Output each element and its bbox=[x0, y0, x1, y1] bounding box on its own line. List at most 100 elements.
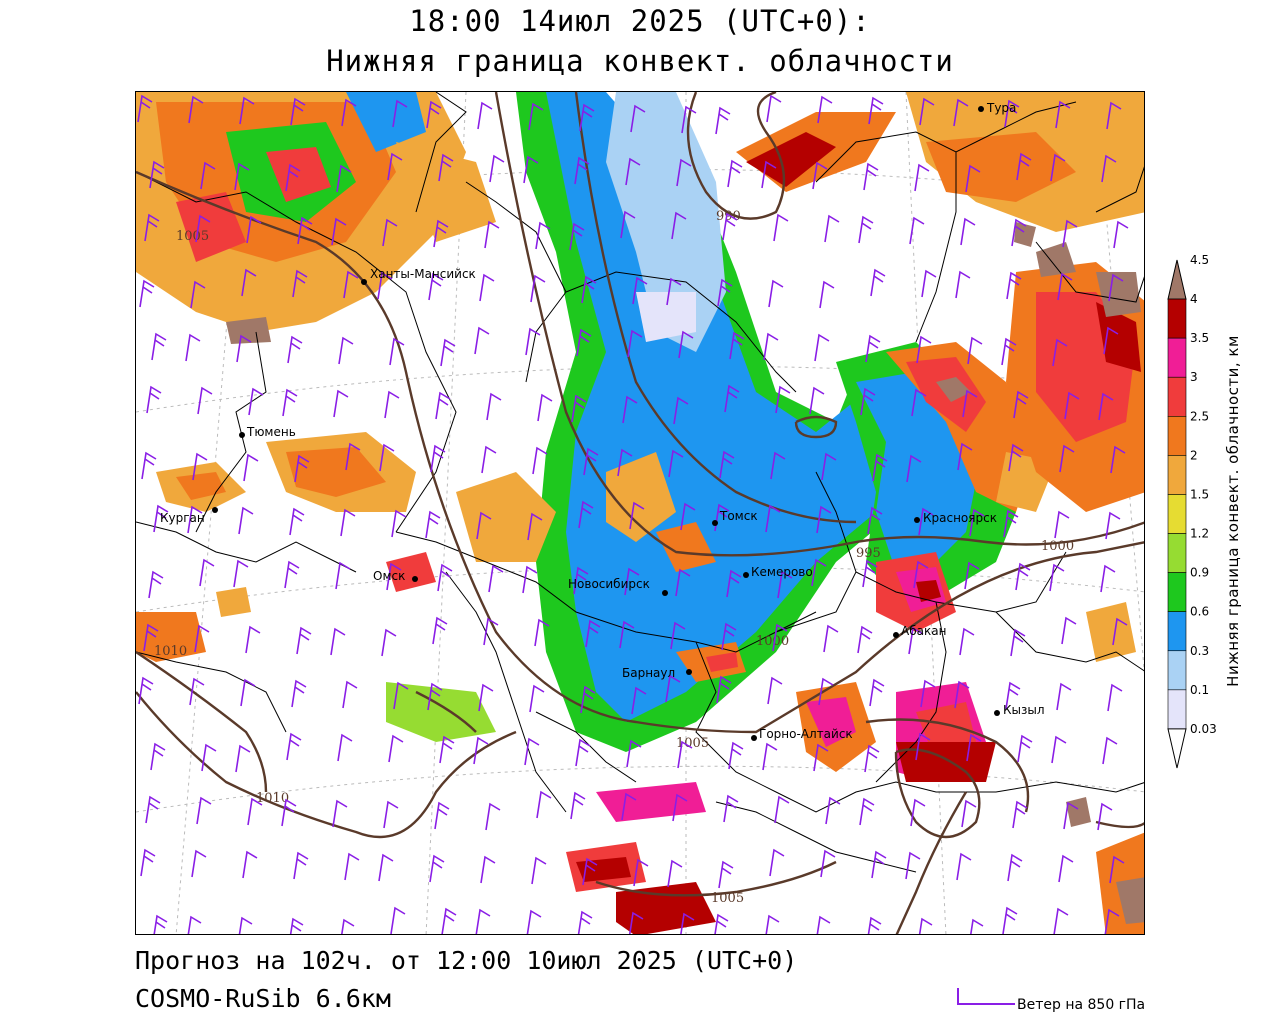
wind-barb bbox=[718, 860, 734, 889]
wind-barb bbox=[580, 685, 596, 714]
wind-barb bbox=[287, 335, 303, 364]
wind-barb bbox=[1056, 682, 1072, 711]
wind-barb bbox=[627, 329, 643, 358]
wind-barb bbox=[681, 105, 697, 134]
wind-barb bbox=[484, 220, 500, 249]
wind-barb bbox=[239, 96, 255, 125]
wind-barb bbox=[626, 739, 642, 768]
wind-barb bbox=[377, 271, 393, 300]
isobar-label: 1005 bbox=[711, 891, 744, 906]
wind-barb bbox=[1055, 100, 1071, 129]
wind-barb bbox=[285, 163, 301, 192]
wind-barb bbox=[428, 272, 444, 301]
colorbar-tick-label: 0.1 bbox=[1190, 683, 1209, 697]
wind-barb bbox=[965, 164, 981, 193]
wind-barb bbox=[913, 560, 929, 589]
wind-barb bbox=[1110, 445, 1126, 474]
svg-text:Абакан: Абакан bbox=[901, 624, 946, 638]
svg-text:Новосибирск: Новосибирск bbox=[568, 577, 650, 591]
wind-barb bbox=[341, 918, 355, 934]
wind-barb bbox=[1007, 853, 1023, 882]
wind-barb bbox=[569, 222, 585, 251]
wind-barb bbox=[522, 565, 538, 594]
colorbar-tick-label: 1.2 bbox=[1190, 527, 1209, 541]
wind-barb bbox=[1010, 628, 1026, 657]
wind-barb bbox=[480, 855, 496, 884]
wind-barb bbox=[857, 625, 873, 654]
wind-barb bbox=[344, 852, 360, 881]
wind-barb bbox=[633, 858, 649, 887]
isobar-label: 990 bbox=[716, 209, 741, 224]
wind-barb bbox=[342, 680, 358, 709]
wind-barb bbox=[953, 98, 969, 127]
colorbar-segment bbox=[1167, 298, 1187, 339]
city-khanty-mansiysk: Ханты-Мансийск bbox=[361, 267, 476, 285]
wind-barb bbox=[432, 616, 448, 645]
wind-barb bbox=[765, 504, 781, 533]
wind-barb bbox=[475, 908, 491, 934]
wind-barb bbox=[673, 396, 689, 425]
wind-barb bbox=[197, 386, 213, 415]
wind-barb bbox=[970, 918, 984, 934]
wind-barb bbox=[481, 445, 497, 474]
wind-barb bbox=[382, 218, 398, 247]
wind-barb bbox=[581, 275, 597, 304]
wind-legend-label: Ветер на 850 гПа bbox=[1017, 997, 1146, 1013]
wind-barb bbox=[773, 213, 789, 242]
wind-barb bbox=[485, 802, 501, 831]
colorbar-segment bbox=[1167, 455, 1187, 495]
wind-barb bbox=[920, 679, 936, 708]
wind-barb bbox=[1054, 510, 1070, 539]
wind-barb bbox=[145, 795, 161, 824]
wind-barb bbox=[191, 849, 207, 878]
wind-barb bbox=[919, 97, 935, 126]
wind-barb bbox=[675, 568, 691, 597]
wind-barb bbox=[388, 734, 404, 763]
city-gorno-altaysk: Горно-Алтайск bbox=[751, 727, 853, 741]
wind-barb bbox=[576, 328, 592, 357]
svg-text:Красноярск: Красноярск bbox=[923, 511, 997, 525]
wind-barb bbox=[199, 558, 215, 587]
wind-barb bbox=[146, 385, 162, 414]
wind-barb bbox=[1016, 152, 1032, 181]
wind-barb bbox=[814, 333, 830, 362]
wind-barb bbox=[1006, 271, 1022, 300]
wind-barb bbox=[1107, 683, 1123, 712]
wind-barb bbox=[150, 742, 166, 771]
isobar-label: 1010 bbox=[154, 644, 187, 659]
wind-barb bbox=[149, 160, 165, 189]
wind-barb bbox=[381, 628, 397, 657]
wind-barb bbox=[141, 451, 157, 480]
wind-barb bbox=[905, 851, 921, 880]
isobar-labels: 990 995 1000 1000 1005 1005 1010 1010 10… bbox=[154, 209, 1074, 906]
wind-barb bbox=[1064, 391, 1080, 420]
wind-barb bbox=[667, 859, 683, 888]
wind-barb bbox=[870, 268, 886, 297]
wind-barb bbox=[1013, 390, 1029, 419]
wind-barb bbox=[332, 799, 348, 828]
wind-barb bbox=[240, 678, 256, 707]
wind-barb bbox=[196, 796, 212, 825]
map-canvas: 990 995 1000 1000 1005 1005 1010 1010 10… bbox=[136, 92, 1144, 934]
wind-barb bbox=[777, 570, 793, 599]
wind-barb bbox=[1057, 272, 1073, 301]
wind-barb bbox=[532, 446, 548, 475]
wind-barb bbox=[582, 857, 598, 886]
colorbar-tick-label: 0.3 bbox=[1190, 644, 1209, 658]
wind-barb bbox=[955, 270, 971, 299]
wind-barb bbox=[523, 155, 539, 184]
colorbar-segment bbox=[1167, 494, 1187, 534]
wind-barb bbox=[384, 390, 400, 419]
wind-barb bbox=[858, 215, 874, 244]
wind-barb bbox=[188, 95, 204, 124]
wind-barb bbox=[435, 391, 451, 420]
cloud-field bbox=[136, 92, 1144, 934]
wind-barb bbox=[391, 509, 407, 538]
city-kemerovo: Кемерово bbox=[743, 565, 813, 579]
wind-barb bbox=[201, 743, 217, 772]
wind-barb bbox=[331, 217, 347, 246]
wind-barb bbox=[918, 507, 934, 536]
svg-text:Барнаул: Барнаул bbox=[622, 666, 675, 680]
wind-barb bbox=[676, 158, 692, 187]
wind-barb bbox=[241, 268, 257, 297]
